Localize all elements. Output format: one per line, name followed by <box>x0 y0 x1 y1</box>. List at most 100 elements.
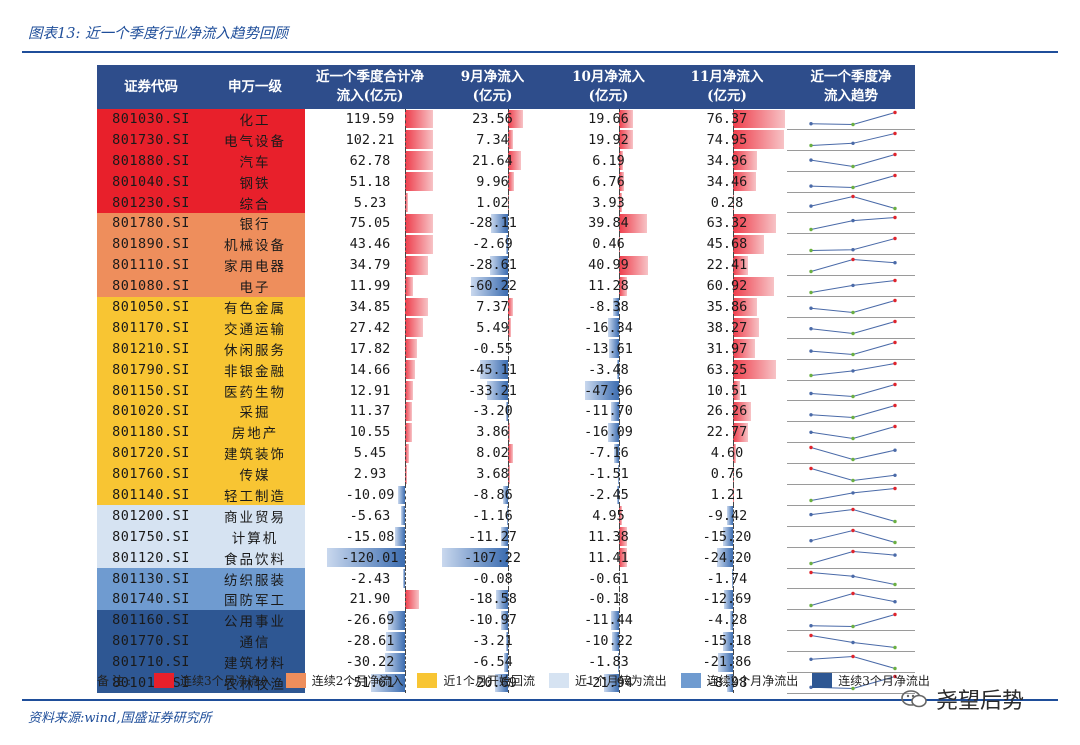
trend-line <box>810 592 896 606</box>
table-row: 801040.SI 钢铁 51.18 9.96 6.76 34.46 <box>97 171 915 193</box>
bar-m11 <box>733 339 755 359</box>
trend-point <box>893 236 897 240</box>
zero-axis <box>619 109 620 130</box>
bar-total <box>403 569 405 588</box>
value-m9: -0.08 <box>472 570 513 587</box>
industry-name: 机械设备 <box>224 238 286 255</box>
trend-point <box>893 645 897 649</box>
value-m9: 3.86 <box>476 424 509 441</box>
cell-code: 801770.SI <box>97 630 205 652</box>
zero-axis <box>508 588 509 610</box>
bar-m10 <box>619 276 627 296</box>
table-row: 801200.SI 商业贸易 -5.63 -1.16 4.95 -9.42 <box>97 505 915 527</box>
bar-m10 <box>610 610 619 630</box>
bar-m10 <box>613 297 619 317</box>
cell-trend <box>787 651 915 674</box>
cell-trend <box>787 547 915 569</box>
cell-trend <box>787 109 915 130</box>
bar-m11 <box>730 610 733 630</box>
top-rule <box>22 51 1058 53</box>
bar-m10 <box>617 652 619 672</box>
value-total: 21.90 <box>349 591 391 608</box>
cell-industry: 电子 <box>205 275 305 297</box>
trend-sparkline <box>809 111 897 127</box>
value-m10: -1.83 <box>588 654 629 671</box>
zero-axis <box>733 380 734 401</box>
value-m10: -10.22 <box>584 633 633 650</box>
trend-point <box>809 391 813 396</box>
zero-axis <box>619 505 620 527</box>
trend-point <box>809 445 813 449</box>
legend-swatch <box>154 672 175 688</box>
zero-axis <box>619 421 620 443</box>
trend-sparkline <box>809 424 897 440</box>
cell-m9: -33.21 <box>435 380 550 401</box>
trend-point <box>851 508 855 512</box>
security-code: 801170.SI <box>112 319 190 336</box>
trend-sparkline <box>809 153 897 169</box>
zero-axis <box>508 233 509 255</box>
zero-axis <box>405 150 406 172</box>
zero-axis <box>508 380 509 401</box>
zero-axis <box>619 526 620 548</box>
cell-m11: 4.60 <box>667 442 787 464</box>
trend-point <box>893 675 897 679</box>
cell-total: 5.23 <box>305 192 435 213</box>
bar-m11 <box>733 381 741 400</box>
value-total: -2.43 <box>349 570 391 587</box>
cell-industry: 食品饮料 <box>205 547 305 569</box>
trend-point <box>851 369 855 373</box>
zero-axis <box>619 630 620 652</box>
zero-axis <box>733 568 734 589</box>
cell-m9: -11.27 <box>435 526 550 548</box>
bar-total <box>385 652 405 672</box>
value-total: 62.78 <box>349 152 391 169</box>
value-m11: -1.74 <box>706 570 748 587</box>
cell-industry: 商业贸易 <box>205 505 305 527</box>
header-trend: 近一个季度净 流入趋势 <box>787 65 915 109</box>
cell-code: 801790.SI <box>97 359 205 381</box>
value-m10: -16.09 <box>584 424 633 441</box>
security-code: 801760.SI <box>112 466 190 483</box>
cell-m10: -47.96 <box>550 380 667 401</box>
value-m10: 11.38 <box>588 528 629 545</box>
legend-text: 近1个月转为流出 <box>574 673 667 688</box>
trend-point <box>893 153 897 157</box>
trend-point <box>809 603 813 608</box>
security-code: 801750.SI <box>112 528 190 545</box>
bar-m10 <box>611 631 619 651</box>
value-m9: -10.97 <box>468 612 517 629</box>
cell-code: 801140.SI <box>97 484 205 506</box>
trend-line <box>810 384 896 398</box>
trend-line <box>810 195 896 209</box>
security-code: 801160.SI <box>112 612 190 629</box>
wechat-icon <box>901 690 927 708</box>
table-row: 801030.SI 化工 119.59 23.56 19.66 76.37 <box>97 109 915 130</box>
bar-total <box>405 234 433 254</box>
bar-total <box>371 673 405 693</box>
value-m11: 63.25 <box>706 361 748 378</box>
cell-industry: 采掘 <box>205 400 305 422</box>
bar-m9 <box>501 527 508 547</box>
trend-line <box>810 425 896 439</box>
trend-point <box>809 248 813 252</box>
trend-point <box>893 215 897 220</box>
zero-axis <box>619 150 620 172</box>
bar-m10 <box>585 381 619 400</box>
industry-name: 通信 <box>239 635 271 652</box>
watermark: 尧望后势 <box>900 683 1024 715</box>
value-m9: 1.02 <box>476 194 509 211</box>
bar-m9 <box>506 401 508 421</box>
zero-axis <box>619 609 620 631</box>
zero-axis <box>733 317 734 339</box>
cell-total: 43.46 <box>305 233 435 255</box>
cell-m10: -0.61 <box>550 568 667 589</box>
zero-axis <box>733 212 734 234</box>
cell-m9: 3.86 <box>435 421 550 443</box>
table-row: 801890.SI 机械设备 43.46 -2.69 0.46 45.68 <box>97 233 915 256</box>
zero-axis <box>405 651 406 673</box>
cell-code: 801210.SI <box>97 338 205 360</box>
trend-point <box>809 686 813 690</box>
cell-code: 801880.SI <box>97 150 205 172</box>
value-m10: -11.70 <box>584 403 633 420</box>
